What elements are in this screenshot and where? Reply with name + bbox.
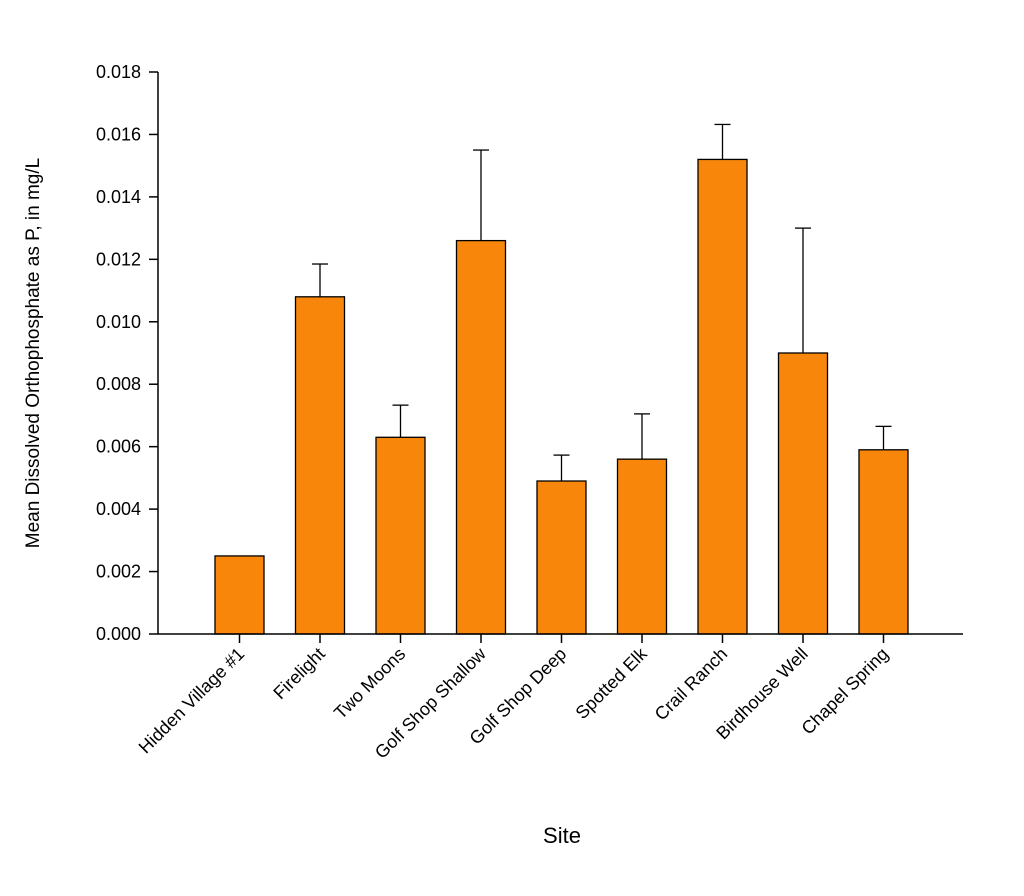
y-tick-label: 0.018 xyxy=(96,62,141,82)
bar xyxy=(214,555,265,635)
y-tick-label: 0.000 xyxy=(96,624,141,644)
x-tick-label: Crail Ranch xyxy=(651,644,732,725)
y-tick-label: 0.016 xyxy=(96,124,141,144)
bar xyxy=(375,436,426,635)
bar xyxy=(777,352,829,635)
y-axis-title: Mean Dissolved Orthophosphate as P, in m… xyxy=(23,158,44,548)
bar xyxy=(616,458,668,635)
y-tick-label: 0.008 xyxy=(96,374,141,394)
x-tick-label: Spotted Elk xyxy=(572,643,652,723)
bar xyxy=(455,239,507,635)
y-tick-label: 0.004 xyxy=(96,499,141,519)
x-tick-label: Two Moons xyxy=(330,644,409,723)
bar xyxy=(536,480,587,635)
bar xyxy=(858,449,909,635)
y-tick-label: 0.014 xyxy=(96,187,141,207)
x-tick-label: Firelight xyxy=(269,644,328,703)
bars-layer xyxy=(214,158,909,635)
x-axis-title: Site xyxy=(543,823,581,848)
y-tick-label: 0.006 xyxy=(96,437,141,457)
x-tick-label: Hidden Village #1 xyxy=(135,644,249,758)
y-tick-label: 0.002 xyxy=(96,562,141,582)
y-tick-label: 0.010 xyxy=(96,312,141,332)
bar xyxy=(294,296,346,635)
error-bars-layer xyxy=(312,123,892,482)
y-tick-label: 0.012 xyxy=(96,249,141,269)
bar xyxy=(697,158,748,635)
x-ticks: Hidden Village #1 Firelight Two MoonsGolf … xyxy=(135,634,892,763)
y-ticks: 0.000 0.002 0.004 0.006 0.008 0.010 0.012 0.014… xyxy=(96,62,158,644)
